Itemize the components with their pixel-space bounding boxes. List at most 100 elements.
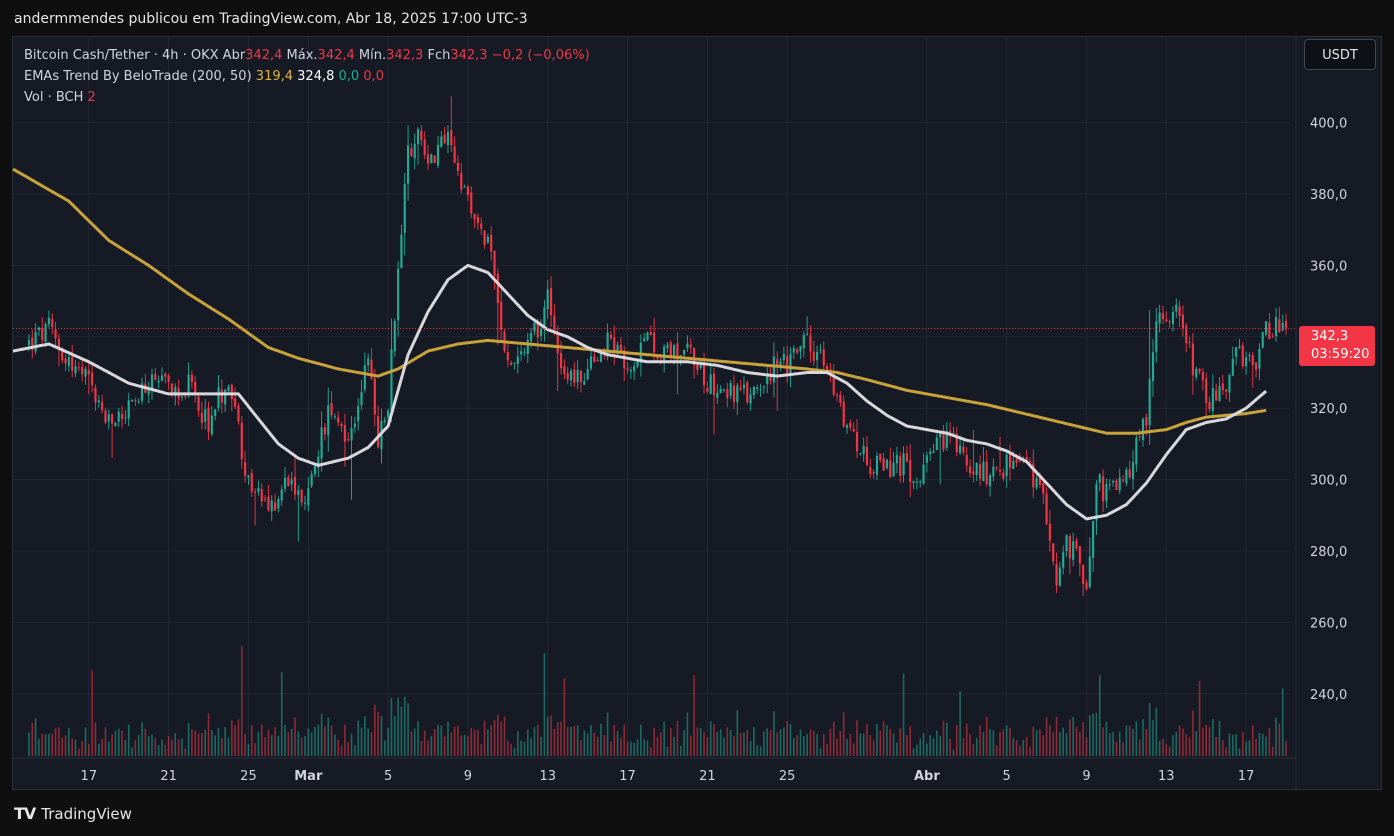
volume-bar: [533, 726, 536, 756]
candle-body: [330, 403, 333, 416]
volume-bar: [573, 726, 576, 756]
candle-body: [822, 349, 825, 366]
volume-bar: [546, 717, 549, 756]
volume-bar: [832, 721, 835, 756]
volume-bar: [1005, 725, 1008, 756]
candle-body: [506, 352, 509, 361]
candle-body: [54, 329, 57, 339]
volume-bar: [1105, 721, 1108, 756]
volume-bar: [247, 744, 250, 756]
tradingview-logo-icon: TV: [14, 804, 36, 823]
candle-body: [649, 332, 652, 336]
volume-bar: [134, 740, 137, 756]
volume-bar: [517, 731, 519, 756]
candle-body: [998, 469, 1002, 472]
volume-bar: [64, 735, 67, 756]
volume-bar: [779, 728, 782, 756]
candle-body: [47, 317, 50, 325]
x-tick-label: 9: [1082, 769, 1090, 784]
candle-body: [1052, 543, 1055, 562]
volume-indicator-name[interactable]: Vol · BCH: [24, 90, 84, 105]
x-tick-label: 21: [699, 769, 716, 784]
volume-bar: [257, 731, 260, 756]
volume-bar: [91, 670, 93, 756]
volume-bar: [1042, 735, 1045, 756]
candle-body: [729, 383, 732, 396]
candle-body: [792, 347, 795, 353]
candle-body: [164, 373, 167, 377]
volume-bar: [433, 729, 436, 756]
volume-bar: [942, 720, 945, 756]
candle-body: [683, 349, 686, 355]
candle-body: [616, 344, 619, 353]
high-label: Máx.: [286, 48, 318, 63]
candle-body: [170, 383, 174, 394]
volume-bar: [576, 725, 579, 756]
candle-body: [533, 322, 536, 332]
ema50-line: [12, 263, 1268, 521]
y-tick-label: 240,0: [1310, 688, 1347, 703]
volume-bar: [443, 736, 446, 756]
candle-body: [280, 489, 283, 501]
volume-bar: [656, 737, 659, 756]
candle-body: [283, 477, 287, 489]
tradingview-brand[interactable]: TV TradingView: [14, 804, 132, 823]
candle-body: [423, 139, 426, 155]
volume-bar: [97, 743, 100, 756]
ema-indicator-name[interactable]: EMAs Trend By BeloTrade (200, 50): [24, 69, 252, 84]
volume-bar: [61, 737, 64, 756]
candle-body: [832, 374, 835, 395]
candle-body: [589, 356, 593, 369]
open-value: 342,4: [245, 48, 283, 63]
candle-body: [766, 374, 769, 385]
symbol-label[interactable]: Bitcoin Cash/Tether · 4h · OKX: [24, 48, 219, 63]
candle-body: [666, 344, 669, 348]
volume-bar: [683, 730, 685, 756]
volume-bar: [955, 725, 958, 756]
volume-bar: [1225, 747, 1227, 756]
volume-bar: [377, 712, 379, 756]
candle-body: [779, 361, 782, 366]
volume-bar: [187, 722, 190, 756]
candle-body: [237, 405, 240, 422]
candle-body: [1035, 478, 1038, 488]
candle-body: [606, 332, 609, 356]
volume-bar: [1241, 732, 1244, 756]
candle-body: [543, 307, 546, 330]
candle-body: [1115, 480, 1118, 490]
candle-body: [204, 409, 207, 422]
candle-body: [1131, 462, 1135, 479]
currency-button[interactable]: USDT: [1304, 39, 1376, 70]
volume-bar: [965, 723, 968, 756]
candle-body: [260, 488, 263, 502]
volume-bar: [38, 738, 40, 756]
volume-bar: [1142, 719, 1144, 756]
candle-body: [1225, 389, 1228, 392]
candle-body: [453, 146, 456, 163]
volume-bar: [936, 730, 938, 756]
x-tick-label: 9: [464, 769, 472, 784]
volume-bar: [1285, 740, 1287, 756]
candle-body: [1228, 374, 1231, 393]
candle-body: [91, 372, 94, 386]
volume-value: 2: [87, 90, 96, 105]
candle-body: [134, 400, 137, 402]
volume-bar: [1208, 726, 1211, 756]
ema50-value: 324,8: [297, 69, 335, 84]
volume-bar: [1019, 745, 1021, 756]
candle-body: [982, 461, 985, 482]
volume-bar: [783, 727, 785, 756]
candle-body: [263, 498, 267, 500]
candle-body: [486, 236, 489, 243]
candle-body: [94, 387, 97, 403]
candle-body: [187, 374, 190, 395]
candle-body: [593, 355, 596, 362]
y-tick-label: 380,0: [1310, 188, 1347, 203]
volume-bar: [580, 740, 582, 756]
candle-body: [809, 335, 812, 352]
candle-body: [463, 186, 466, 188]
candle-body: [882, 458, 885, 471]
volume-bar: [164, 744, 167, 756]
volume-bar: [1002, 729, 1005, 756]
